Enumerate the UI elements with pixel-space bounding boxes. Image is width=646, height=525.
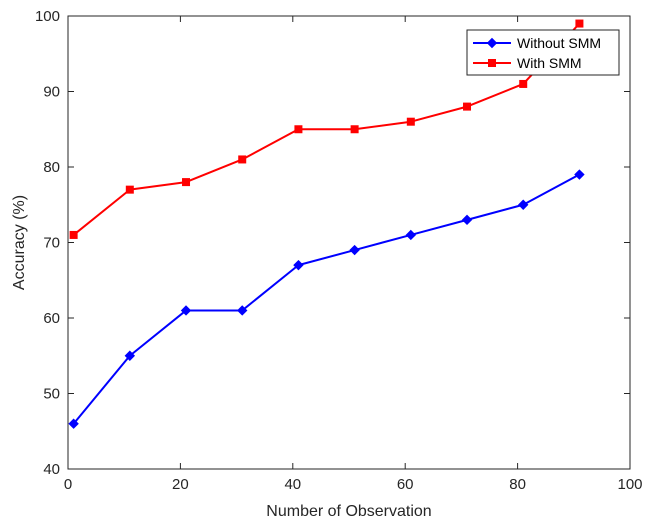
y-axis-label: Accuracy (%) (11, 195, 28, 290)
y-tick-label: 90 (43, 84, 60, 101)
data-point-without-smm (349, 244, 360, 256)
data-point-without-smm (180, 305, 192, 316)
x-axis-ticks: 0 20 40 60 80 100 (64, 16, 643, 493)
x-tick-label: 0 (64, 476, 72, 493)
x-tick-label: 80 (509, 476, 526, 493)
x-tick-label: 100 (617, 476, 642, 493)
y-tick-label: 50 (43, 386, 60, 403)
data-point-with-smm (182, 178, 191, 187)
series-line-with-smm (72, 22, 581, 236)
x-tick-label: 20 (172, 476, 189, 493)
legend: Without SMM With SMM (466, 29, 620, 76)
series-layer (68, 19, 585, 429)
x-tick-label: 40 (284, 476, 301, 493)
legend-marker-without-smm (486, 37, 498, 49)
data-point-with-smm (238, 155, 247, 164)
y-tick-label: 80 (43, 159, 60, 176)
series-with-smm (69, 19, 584, 239)
x-axis-label: Number of Observation (266, 503, 431, 520)
y-tick-label: 60 (43, 310, 60, 327)
y-tick-label: 100 (35, 8, 60, 25)
series-without-smm (68, 169, 585, 429)
legend-label-without-smm: Without SMM (517, 35, 601, 51)
data-point-without-smm (461, 214, 473, 226)
legend-marker-with-smm (488, 59, 496, 67)
data-point-with-smm (294, 125, 303, 134)
plot-area (67, 15, 631, 470)
data-point-without-smm (124, 350, 136, 361)
y-axis-ticks: 40 50 60 70 80 90 100 (35, 8, 630, 478)
y-tick-label: 40 (43, 461, 60, 478)
data-point-without-smm (237, 305, 248, 316)
data-point-without-smm (518, 199, 529, 210)
data-point-without-smm (574, 169, 585, 180)
data-point-without-smm (405, 229, 417, 241)
legend-entry-without-smm: Without SMM (473, 35, 601, 51)
data-point-with-smm (350, 125, 359, 134)
data-point-with-smm (69, 230, 78, 239)
legend-box (466, 29, 620, 76)
data-point-without-smm (293, 259, 304, 271)
data-point-with-smm (125, 185, 134, 194)
data-point-with-smm (406, 117, 415, 126)
legend-label-with-smm: With SMM (517, 55, 582, 71)
x-tick-label: 60 (397, 476, 414, 493)
series-line-without-smm (72, 173, 580, 425)
data-point-without-smm (68, 418, 79, 429)
legend-entry-with-smm: With SMM (473, 55, 582, 71)
data-point-with-smm (575, 19, 584, 28)
y-tick-label: 70 (43, 235, 60, 252)
data-point-with-smm (519, 79, 528, 88)
data-point-with-smm (463, 102, 472, 111)
